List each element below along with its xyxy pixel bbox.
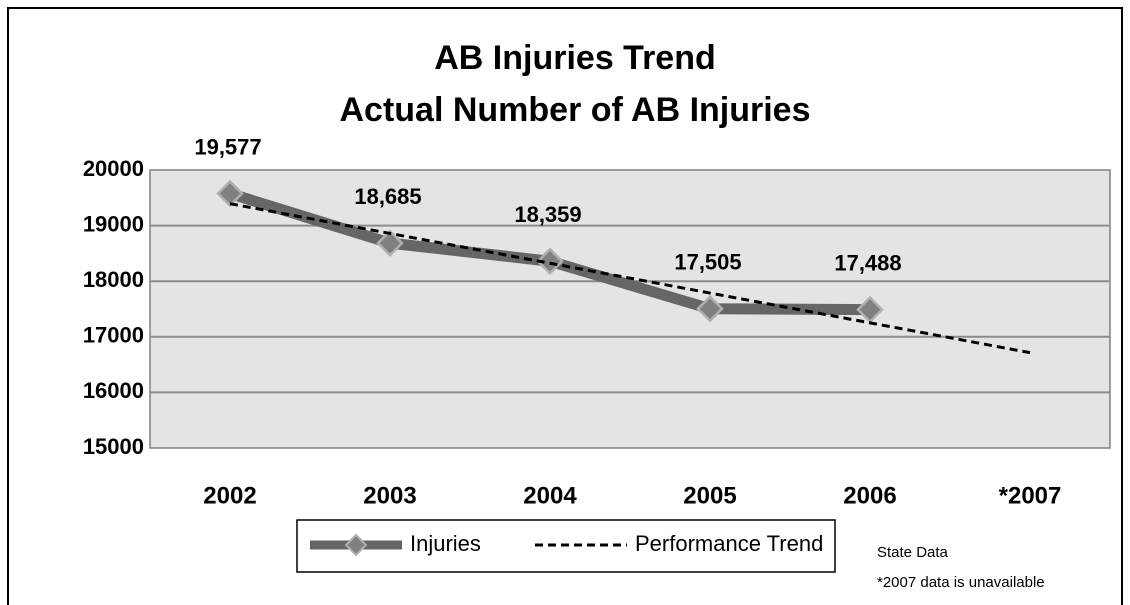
x-tick-label: 2004 — [523, 482, 577, 509]
trend-line — [229, 202, 1031, 355]
marker — [696, 294, 724, 323]
legend-label: Performance Trend — [635, 531, 823, 556]
x-tick-label: 2005 — [683, 482, 736, 509]
annotation: State Data — [877, 544, 949, 561]
y-tick-label: 19000 — [83, 211, 144, 236]
y-tick-label: 18000 — [83, 267, 144, 292]
annotation: *2007 data is unavailable — [877, 574, 1045, 591]
chart-frame — [7, 7, 1123, 605]
data-label: 17,488 — [834, 250, 901, 275]
x-tick-label: 2006 — [843, 482, 896, 509]
data-label: 17,505 — [674, 250, 741, 275]
marker — [376, 229, 404, 257]
y-tick-label: 20000 — [83, 156, 144, 181]
legend-marker — [344, 533, 368, 557]
y-tick-label: 16000 — [83, 378, 144, 403]
legend-label: Injuries — [410, 531, 481, 556]
x-tick-label: 2002 — [203, 482, 256, 509]
y-tick-label: 15000 — [83, 434, 144, 459]
data-label: 18,359 — [514, 202, 581, 227]
marker — [216, 179, 244, 208]
y-tick-label: 17000 — [83, 323, 144, 348]
marker — [536, 247, 564, 276]
data-label: 19,577 — [194, 134, 261, 159]
chart-subtitle: Actual Number of AB Injuries — [339, 91, 810, 129]
x-tick-label: *2007 — [999, 482, 1062, 509]
chart-title: AB Injuries Trend — [434, 39, 716, 77]
data-label: 18,685 — [354, 184, 421, 209]
x-tick-label: 2003 — [363, 482, 416, 509]
